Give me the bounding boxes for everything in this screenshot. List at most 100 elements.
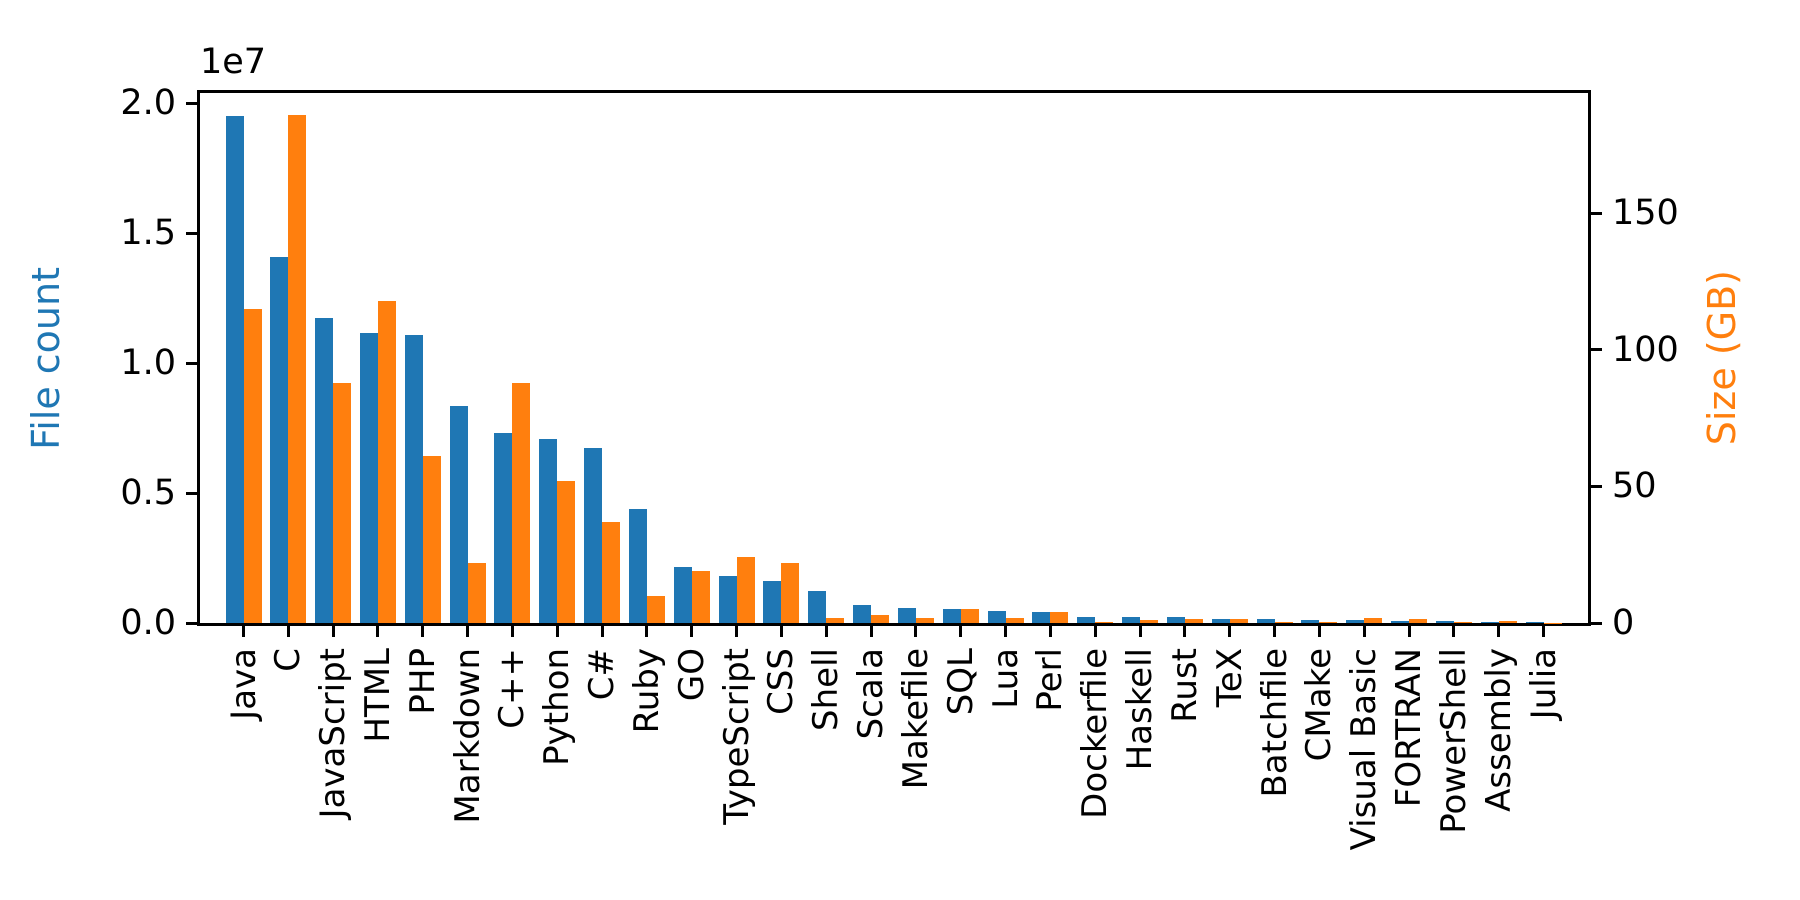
x-tick-label-html: HTML [357,648,398,743]
x-tick-mark-html [376,626,380,637]
right-y-tick-mark [1588,211,1602,215]
size-bar-php [422,456,441,623]
size-bar-visual-basic [1364,618,1383,623]
left-y-tick-mark [186,621,200,625]
x-tick-mark-cmake [1317,626,1321,637]
size-bar-html [377,300,396,623]
right-y-tick-mark [1588,348,1602,352]
x-tick-mark-markdown [466,626,470,637]
size-bar-css [781,562,800,623]
x-tick-mark-makefile [914,626,918,637]
size-bar-javascript [333,382,352,623]
x-tick-mark-fortran [1407,626,1411,637]
x-tick-mark-assembly [1497,626,1501,637]
size-bar-typescript [736,557,755,623]
x-tick-mark-ruby [645,626,649,637]
size-bar-batchfile [1274,622,1293,623]
file-count-bar-visual-basic [1346,620,1365,623]
x-tick-mark-python [555,626,559,637]
x-tick-mark-c [510,626,514,637]
right-y-tick-label: 50 [1612,466,1657,507]
size-bar-haskell [1140,620,1159,623]
x-tick-label-assembly: Assembly [1478,648,1519,812]
file-count-bar-scala [853,604,872,623]
x-tick-label-python: Python [537,648,578,766]
file-count-bar-java [225,116,244,623]
file-count-bar-php [404,334,423,623]
size-bar-powershell [1453,621,1472,623]
x-tick-label-dockerfile: Dockerfile [1075,648,1116,819]
x-tick-label-php: PHP [402,648,443,715]
file-count-bar-dockerfile [1077,616,1096,623]
x-tick-label-c: C++ [492,648,533,729]
file-count-bar-julia [1525,622,1544,623]
x-tick-label-powershell: PowerShell [1433,648,1474,834]
x-tick-mark-c [600,626,604,637]
x-tick-mark-go [690,626,694,637]
x-tick-mark-shell [824,626,828,637]
size-bar-markdown [467,562,486,623]
x-tick-mark-tex [1228,626,1232,637]
x-tick-mark-sql [959,626,963,637]
x-tick-label-css: CSS [761,648,802,715]
file-count-bar-powershell [1435,621,1454,623]
left-axis-offset-text: 1e7 [200,42,267,82]
size-bar-rust [1184,618,1203,623]
file-count-bar-rust [1166,617,1185,623]
size-bar-assembly [1498,621,1517,623]
size-bar-makefile [915,617,934,623]
size-bar-julia [1543,622,1562,623]
file-count-bar-markdown [449,406,468,623]
x-tick-label-perl: Perl [1030,648,1071,712]
x-tick-label-markdown: Markdown [447,648,488,824]
x-tick-label-haskell: Haskell [1120,648,1161,771]
size-bar-tex [1229,618,1248,623]
x-tick-label-sql: SQL [940,648,981,716]
x-tick-mark-batchfile [1273,626,1277,637]
file-count-bar-c [494,433,513,623]
left-y-tick-mark [186,361,200,365]
left-y-tick-label: 0.5 [120,473,176,514]
x-tick-mark-rust [1183,626,1187,637]
size-bar-c [602,521,621,623]
size-bar-go [691,571,710,623]
size-bar-c [512,382,531,623]
x-tick-label-lua: Lua [985,648,1026,709]
x-tick-mark-javascript [331,626,335,637]
x-tick-label-julia: Julia [1523,648,1564,720]
x-tick-mark-c [286,626,290,637]
x-tick-mark-java [242,626,245,637]
size-bar-shell [826,617,845,623]
size-bar-dockerfile [1095,621,1114,623]
x-tick-mark-julia [1542,626,1546,637]
x-tick-label-ruby: Ruby [626,648,667,734]
x-tick-label-makefile: Makefile [895,648,936,790]
file-count-bar-javascript [315,317,334,623]
x-tick-label-shell: Shell [806,648,847,731]
x-tick-label-c: C [268,648,309,672]
size-bar-python [557,480,576,623]
right-y-tick-mark [1588,484,1602,488]
size-bar-fortran [1409,619,1428,623]
x-tick-label-typescript: TypeScript [716,648,757,825]
file-count-bar-makefile [897,607,916,623]
file-count-bar-sql [942,608,961,623]
file-count-bar-c [270,256,289,623]
size-bar-perl [1050,612,1069,623]
left-y-tick-mark [186,101,200,105]
size-bar-c [288,114,307,623]
x-tick-label-scala: Scala [851,648,892,740]
file-count-bar-tex [1211,618,1230,623]
file-count-bar-shell [808,590,827,623]
file-count-bar-python [539,438,558,623]
size-bar-scala [871,614,890,623]
file-count-bar-lua [987,610,1006,623]
right-y-tick-label: 100 [1612,329,1679,370]
x-tick-mark-powershell [1452,626,1456,637]
file-count-bar-perl [1032,612,1051,623]
x-tick-label-c: C# [582,648,623,701]
size-bar-lua [1005,617,1024,623]
x-tick-label-tex: TeX [1209,648,1250,708]
x-tick-label-fortran: FORTRAN [1389,648,1430,808]
